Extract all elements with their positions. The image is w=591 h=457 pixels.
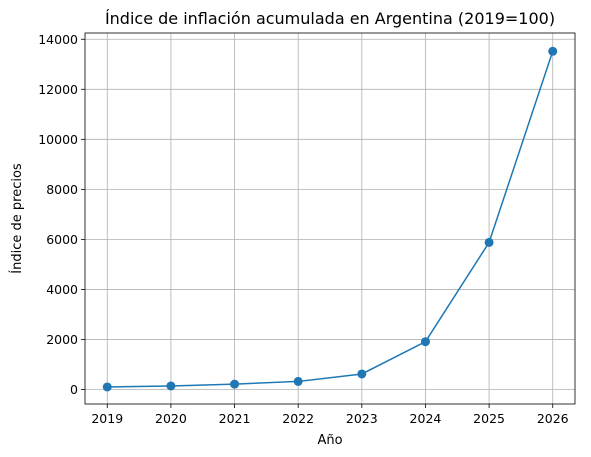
data-point (293, 376, 303, 386)
x-tick-label: 2022 (282, 411, 314, 426)
y-tick-label: 12000 (38, 82, 78, 97)
y-tick-label: 4000 (46, 282, 78, 297)
data-point (357, 369, 367, 379)
series-group (102, 46, 558, 392)
data-point (102, 382, 112, 392)
x-tick-label: 2024 (410, 411, 442, 426)
x-tick-label: 2025 (473, 411, 505, 426)
y-tick-label: 6000 (46, 232, 78, 247)
x-tick-label: 2021 (219, 411, 251, 426)
y-tick-label: 10000 (38, 132, 78, 147)
plot-frame (84, 32, 576, 405)
chart-title: Índice de inflación acumulada en Argenti… (105, 9, 555, 28)
x-tick-label: 2026 (537, 411, 569, 426)
y-tick-label: 0 (70, 382, 78, 397)
grid-lines (85, 33, 575, 404)
y-axis-ticks: 0 2000 4000 6000 8000 10000 12000 14000 (38, 32, 85, 397)
y-tick-label: 14000 (38, 32, 78, 47)
x-tick-label: 2019 (91, 411, 123, 426)
data-point (230, 379, 240, 389)
data-point (484, 237, 494, 247)
x-tick-label: 2023 (346, 411, 378, 426)
x-axis-ticks: 2019 2020 2021 2022 2023 2024 2025 2026 (91, 404, 569, 426)
data-point (420, 337, 430, 347)
x-axis-label: Año (317, 433, 342, 448)
y-tick-label: 8000 (46, 182, 78, 197)
data-point (548, 46, 558, 56)
data-point (166, 381, 176, 391)
y-axis-label: Índice de precios (9, 163, 25, 274)
x-tick-label: 2020 (155, 411, 187, 426)
series-line (107, 51, 554, 388)
y-tick-label: 2000 (46, 332, 78, 347)
